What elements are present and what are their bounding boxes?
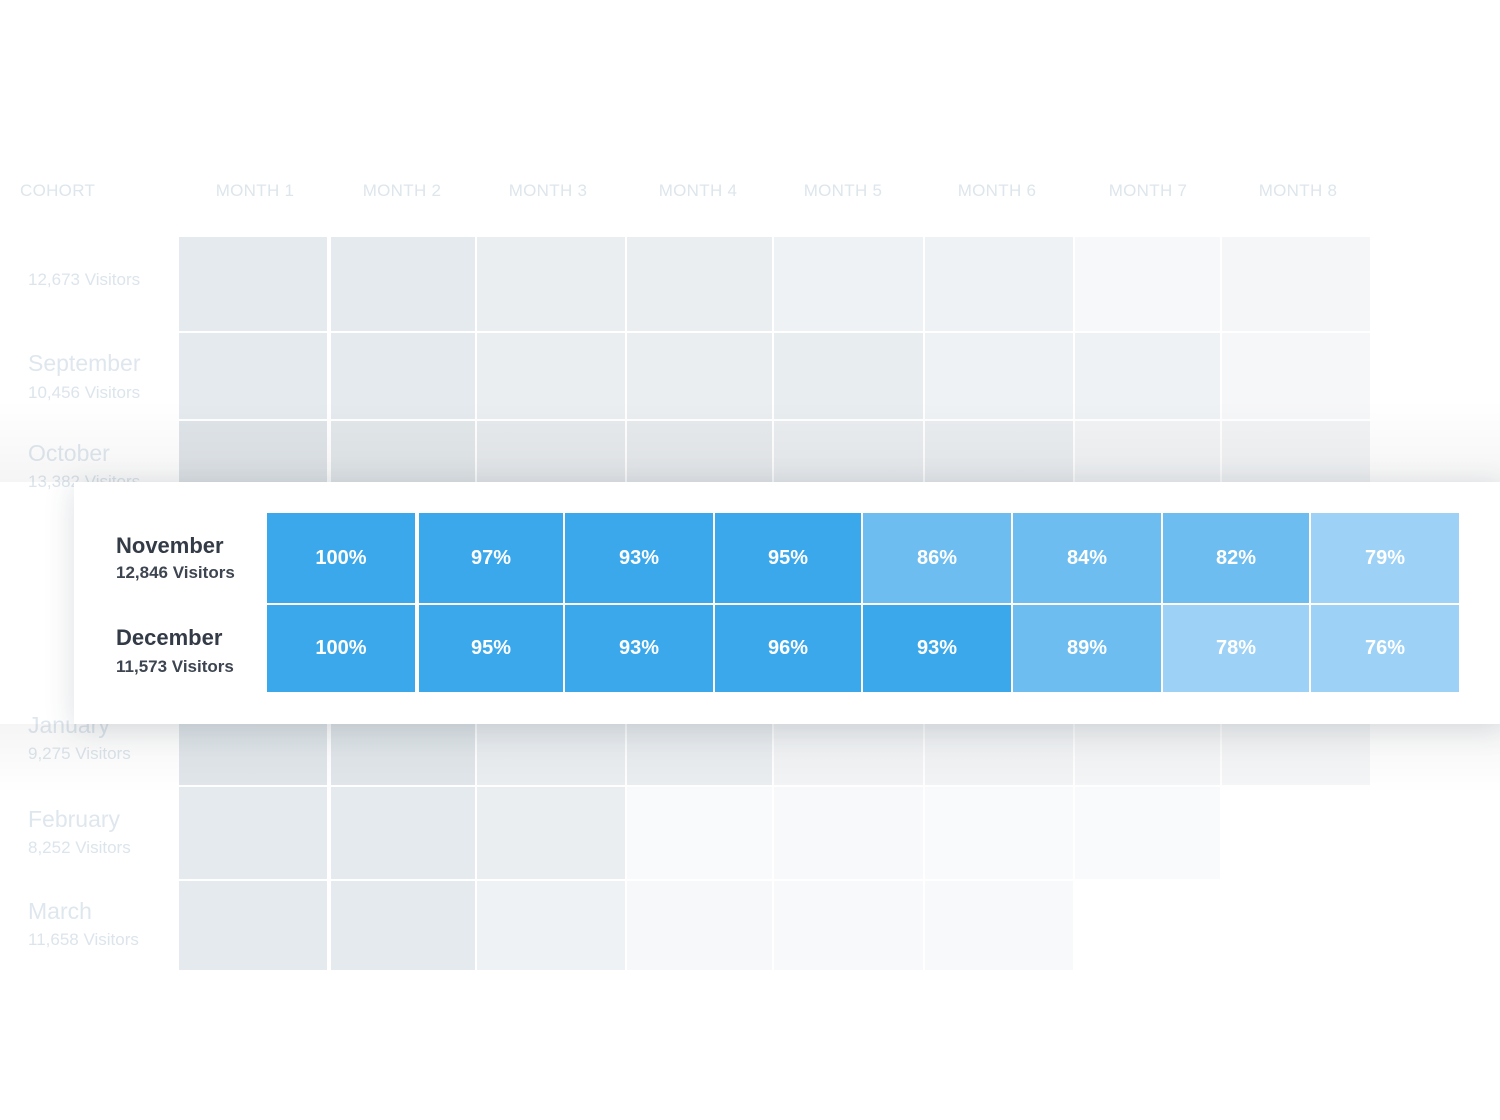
retention-cell: 93% xyxy=(565,605,713,692)
column-header-month-3: MONTH 3 xyxy=(508,181,588,200)
cohort-visitors: 11,573 Visitors xyxy=(116,657,234,676)
background-cell xyxy=(627,333,772,419)
background-cell xyxy=(627,237,772,331)
background-cell xyxy=(774,787,923,879)
retention-cell: 89% xyxy=(1013,605,1161,692)
background-cell xyxy=(331,787,475,879)
cohort-visitors: 12,846 Visitors xyxy=(116,563,235,582)
background-cell xyxy=(1075,421,1220,482)
background-cell xyxy=(925,787,1073,879)
retention-cell: 96% xyxy=(715,605,861,692)
background-cell xyxy=(179,421,327,482)
background-cell xyxy=(477,237,625,331)
retention-cell: 93% xyxy=(565,513,713,603)
background-cell xyxy=(179,787,327,879)
cohort-name: November xyxy=(116,533,224,558)
column-header-month-4: MONTH 4 xyxy=(658,181,738,200)
cohort-visitors: 8,252 Visitors xyxy=(28,838,131,857)
column-header-month-7: MONTH 7 xyxy=(1108,181,1188,200)
background-cell xyxy=(179,881,327,970)
retention-cell: 84% xyxy=(1013,513,1161,603)
background-cell xyxy=(925,237,1073,331)
highlighted-cohort-card: November 12,846 Visitors December 11,573 Vi… xyxy=(74,482,1500,724)
retention-cell: 97% xyxy=(419,513,563,603)
background-cell xyxy=(331,237,475,331)
background-cell xyxy=(1075,787,1220,879)
column-header-month-5: MONTH 5 xyxy=(803,181,883,200)
background-cell xyxy=(627,421,772,482)
background-cell xyxy=(774,421,923,482)
background-cell xyxy=(774,237,923,331)
column-header-month-1: MONTH 1 xyxy=(215,181,295,200)
background-cell xyxy=(1222,333,1370,419)
cohort-name: February xyxy=(28,806,121,832)
background-cell xyxy=(1222,421,1370,482)
background-cell xyxy=(774,333,923,419)
column-header-month-6: MONTH 6 xyxy=(957,181,1037,200)
retention-cell: 78% xyxy=(1163,605,1309,692)
retention-cell: 86% xyxy=(863,513,1011,603)
shadow-fade-bottom xyxy=(0,724,1500,794)
background-cell xyxy=(477,333,625,419)
cohort-visitors: 11,658 Visitors xyxy=(28,930,139,949)
column-header-cohort: COHORT xyxy=(20,181,96,200)
cohort-visitors: 12,673 Visitors xyxy=(28,270,141,289)
background-cell xyxy=(627,881,772,970)
background-cell xyxy=(179,237,327,331)
background-cell xyxy=(925,333,1073,419)
background-cell xyxy=(179,333,327,419)
cohort-name: September xyxy=(28,350,141,376)
retention-cell: 100% xyxy=(267,513,415,603)
background-cell xyxy=(1075,333,1220,419)
retention-cell: 100% xyxy=(267,605,415,692)
shadow-fade-top xyxy=(0,400,1500,482)
retention-cell: 76% xyxy=(1311,605,1459,692)
cohort-visitors: 10,456 Visitors xyxy=(28,383,141,402)
background-cell xyxy=(477,787,625,879)
column-header-month-8: MONTH 8 xyxy=(1258,181,1338,200)
background-cell xyxy=(331,881,475,970)
cohort-name: December xyxy=(116,625,223,650)
background-cell xyxy=(1222,237,1370,331)
column-header-month-2: MONTH 2 xyxy=(362,181,442,200)
cohort-name: October xyxy=(28,440,110,467)
background-cell xyxy=(477,881,625,970)
background-cell xyxy=(331,333,475,419)
cohort-visitors: 9,275 Visitors xyxy=(28,744,131,764)
cohort-name: March xyxy=(28,898,92,924)
background-cell xyxy=(925,881,1073,970)
retention-cell: 82% xyxy=(1163,513,1309,603)
background-cell xyxy=(477,421,625,482)
background-cell xyxy=(925,421,1073,482)
background-cell xyxy=(1075,237,1220,331)
retention-cell: 95% xyxy=(419,605,563,692)
retention-cell: 93% xyxy=(863,605,1011,692)
background-cell xyxy=(627,787,772,879)
background-cell xyxy=(774,881,923,970)
background-cell xyxy=(331,421,475,482)
retention-cell: 95% xyxy=(715,513,861,603)
retention-cell: 79% xyxy=(1311,513,1459,603)
